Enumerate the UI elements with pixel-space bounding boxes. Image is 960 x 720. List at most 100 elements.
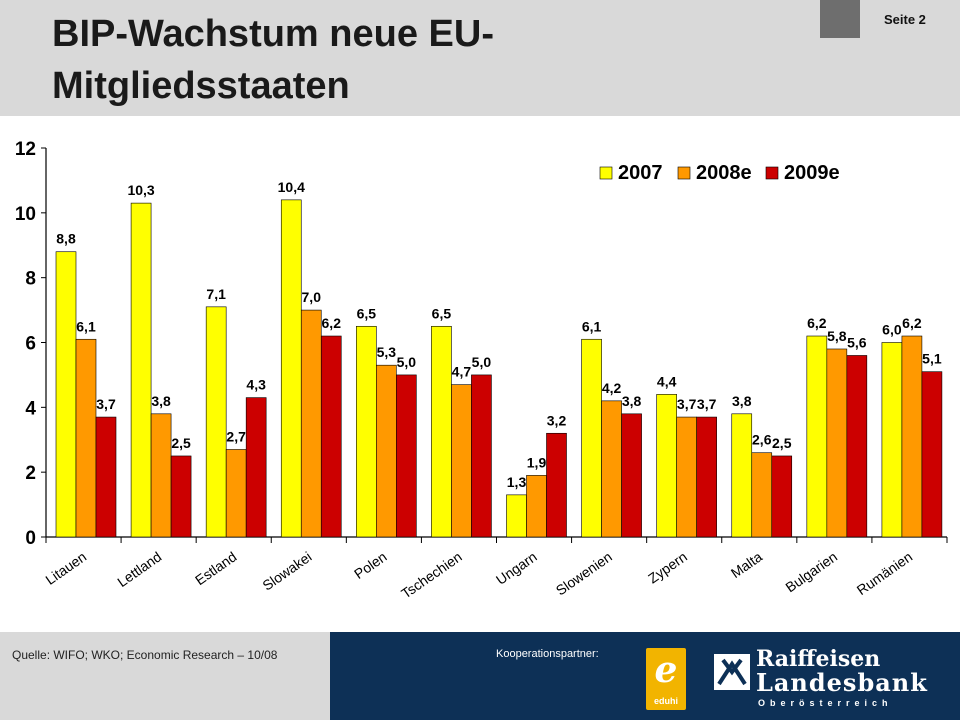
data-label: 6,1 [582, 318, 602, 334]
data-label: 3,7 [96, 396, 116, 412]
data-label: 2,5 [772, 435, 792, 451]
data-label: 5,0 [472, 354, 492, 370]
bar-2007 [806, 335, 828, 538]
footer-partner-panel: Kooperationspartner: e eduhi Raiffeisen … [330, 632, 960, 720]
source-note: Quelle: WIFO; WKO; Economic Research – 1… [12, 648, 278, 662]
bank-region: Oberösterreich [758, 698, 893, 708]
bar-2007 [881, 342, 903, 538]
data-label: 4,7 [452, 364, 472, 380]
footer-source-panel: Quelle: WIFO; WKO; Economic Research – 1… [0, 632, 330, 720]
legend-label: 2008e [696, 162, 752, 184]
x-tick-label: Litauen [42, 548, 89, 587]
bar-2009e [771, 455, 793, 538]
x-tick-label: Bulgarien [782, 548, 840, 595]
legend-swatch-2007 [599, 166, 613, 180]
data-label: 3,8 [151, 393, 171, 409]
bank-name-line2: Landesbank [756, 668, 928, 697]
bar-2008e [901, 335, 923, 538]
data-label: 6,2 [322, 315, 342, 331]
bar-2008e [376, 364, 397, 538]
eduhi-e-icon: e [654, 649, 678, 691]
eduhi-wordmark: eduhi [654, 696, 678, 706]
data-label: 7,0 [302, 289, 322, 305]
legend-label: 2009e [784, 162, 840, 184]
data-label: 1,9 [527, 454, 547, 470]
data-label: 10,3 [127, 182, 154, 198]
bar-chart: 0 2 4 6 8 10 12 Litauen Lettland Estland Slowakei P… [15, 139, 948, 602]
raiffeisen-gable-icon [714, 654, 750, 690]
data-label: 6,5 [432, 305, 452, 321]
y-tick-label: 6 [25, 334, 36, 355]
bar-2009e [621, 413, 642, 538]
data-label: 3,8 [622, 393, 642, 409]
bar-2008e [150, 413, 172, 538]
legend-swatch-2009e [765, 166, 779, 180]
x-tick-label: Polen [351, 548, 390, 582]
data-label: 1,3 [507, 474, 527, 490]
x-tick-label: Slowakei [259, 548, 314, 593]
data-label: 4,4 [657, 373, 677, 389]
bar-2008e [225, 449, 247, 538]
data-label: 5,8 [827, 328, 847, 344]
bar-2008e [526, 475, 547, 538]
data-label: 8,8 [56, 231, 76, 247]
bar-2009e [921, 371, 943, 538]
bar-2009e [170, 455, 192, 538]
bar-2009e [471, 374, 492, 538]
page-number: Seite 2 [884, 12, 926, 27]
bar-2009e [396, 374, 417, 538]
y-tick-label: 12 [15, 139, 36, 160]
bar-2007 [55, 251, 77, 538]
bar-2007 [205, 306, 227, 538]
bank-name-line1: Raiffeisen [756, 646, 881, 672]
bar-2009e [320, 335, 342, 538]
bar-2008e [676, 416, 697, 538]
bar-2008e [751, 452, 773, 538]
x-tick-label: Zypern [645, 548, 690, 586]
x-tick-label: Tschechien [398, 548, 465, 601]
y-tick-label: 2 [25, 463, 36, 484]
bar-2007 [130, 202, 152, 538]
x-tick-label: Lettland [114, 548, 164, 590]
y-tick-label: 8 [25, 269, 36, 290]
data-label: 3,7 [697, 396, 717, 412]
data-label: 4,3 [246, 377, 266, 393]
data-label: 6,0 [882, 322, 902, 338]
bar-2009e [95, 416, 117, 538]
data-label: 10,4 [278, 179, 305, 195]
data-label: 2,5 [171, 435, 191, 451]
bar-2007 [356, 325, 377, 538]
x-tick-label: Estland [192, 548, 239, 588]
bar-2008e [75, 338, 97, 538]
x-tick-label: Malta [728, 548, 765, 581]
bar-2009e [245, 397, 267, 538]
legend-swatch-2008e [677, 166, 691, 180]
page-title: BIP-Wachstum neue EU-Mitgliedsstaaten [52, 13, 494, 107]
data-label: 5,1 [922, 351, 942, 367]
y-tick-label: 0 [25, 528, 36, 549]
data-label: 3,2 [547, 412, 567, 428]
bar-2007 [280, 199, 302, 538]
data-label: 2,6 [752, 432, 772, 448]
partner-label: Kooperationspartner: [496, 648, 599, 660]
x-tick-label: Ungarn [493, 548, 540, 587]
legend-label: 2007 [618, 162, 663, 184]
data-label: 3,7 [677, 396, 697, 412]
y-tick-label: 10 [15, 204, 36, 225]
data-label: 6,5 [357, 305, 377, 321]
bar-2009e [546, 432, 567, 538]
bar-2009e [846, 355, 868, 538]
bar-2008e [601, 400, 622, 538]
bar-2009e [696, 416, 717, 538]
data-label: 5,6 [847, 334, 867, 350]
y-tick-label: 4 [25, 398, 36, 419]
data-label: 4,2 [602, 380, 622, 396]
data-label: 2,7 [226, 428, 246, 444]
bar-2007 [581, 338, 602, 538]
data-label: 5,3 [377, 344, 397, 360]
x-tick-label: Slowenien [553, 548, 615, 598]
bar-2008e [300, 309, 322, 538]
data-label: 6,1 [76, 318, 96, 334]
chart-area: 0 2 4 6 8 10 12 Litauen Lettland Estland Slowakei P… [0, 126, 960, 631]
data-label: 6,2 [807, 315, 827, 331]
